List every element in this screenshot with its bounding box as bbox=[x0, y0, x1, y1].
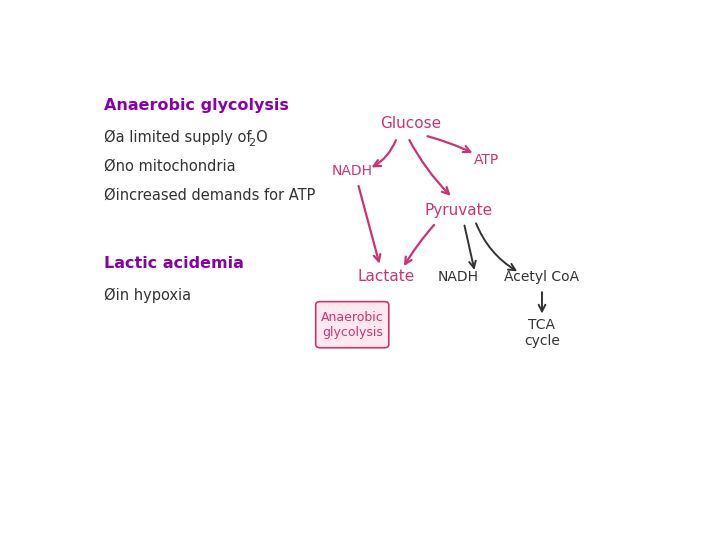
Text: Øno mitochondria: Øno mitochondria bbox=[104, 158, 235, 173]
Text: Øa limited supply of O: Øa limited supply of O bbox=[104, 129, 268, 145]
Text: TCA
cycle: TCA cycle bbox=[524, 318, 560, 348]
Text: Acetyl CoA: Acetyl CoA bbox=[505, 270, 580, 284]
Text: Øin hypoxia: Øin hypoxia bbox=[104, 287, 191, 302]
Text: NADH: NADH bbox=[438, 270, 479, 284]
Text: Lactate: Lactate bbox=[357, 269, 415, 285]
Text: Anaerobic
glycolysis: Anaerobic glycolysis bbox=[321, 310, 384, 339]
Text: Anaerobic glycolysis: Anaerobic glycolysis bbox=[104, 98, 289, 113]
Text: NADH: NADH bbox=[332, 164, 373, 178]
Text: Lactic acidemia: Lactic acidemia bbox=[104, 256, 244, 271]
FancyBboxPatch shape bbox=[315, 302, 389, 348]
Text: Øincreased demands for ATP: Øincreased demands for ATP bbox=[104, 187, 315, 202]
Text: ATP: ATP bbox=[474, 153, 499, 167]
Text: Glucose: Glucose bbox=[380, 116, 441, 131]
Text: 2: 2 bbox=[248, 138, 256, 147]
Text: Pyruvate: Pyruvate bbox=[424, 203, 492, 218]
